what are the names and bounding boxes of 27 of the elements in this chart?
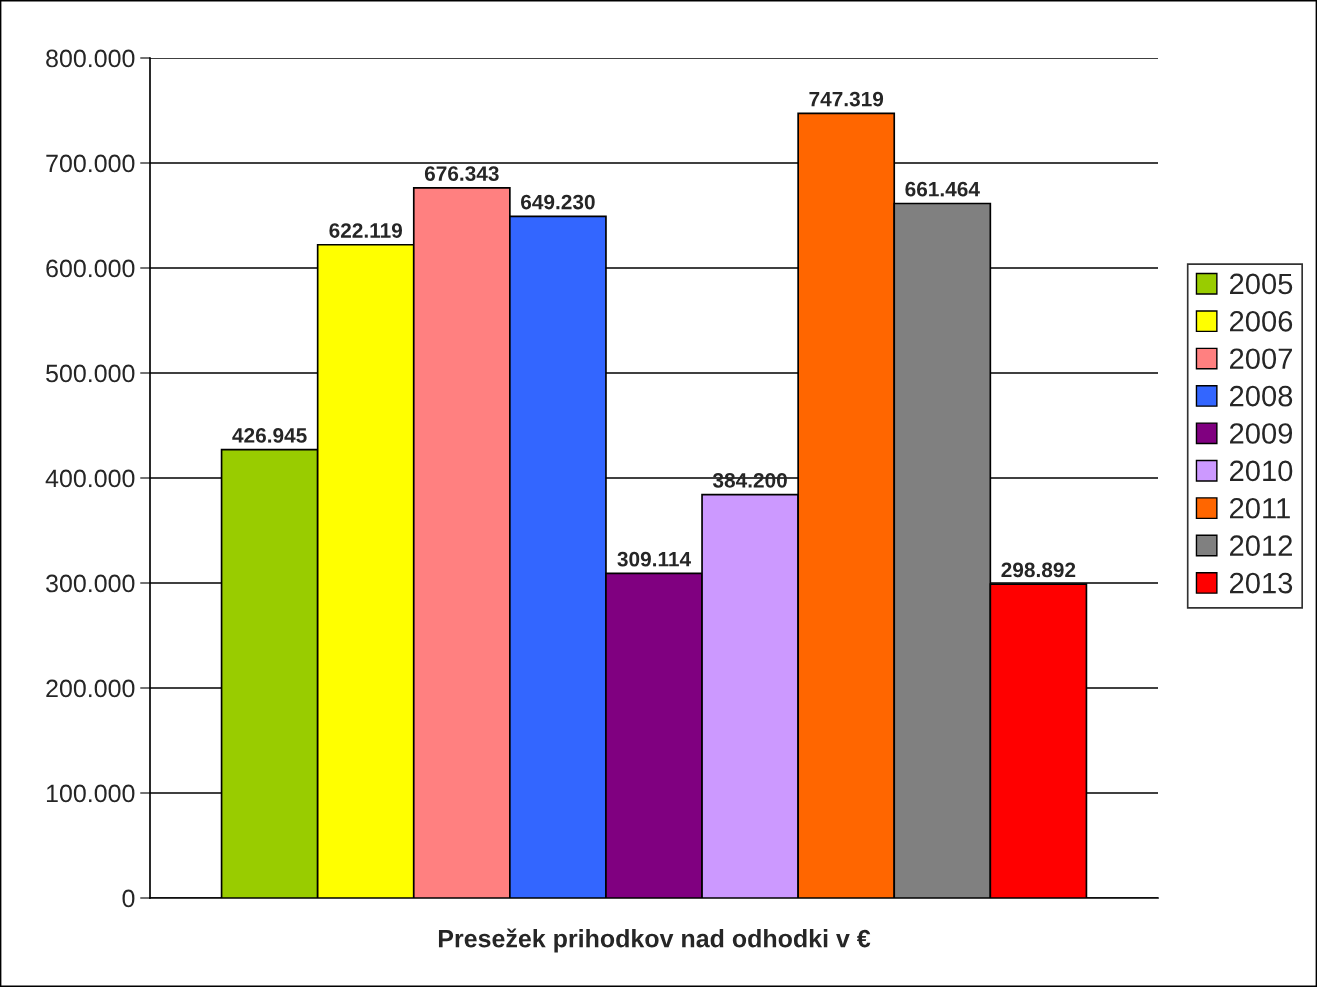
legend-label: 2008: [1230, 385, 1293, 407]
legend-label: 2011: [1230, 497, 1290, 519]
data-label: 747.319: [809, 91, 884, 107]
data-label: 661.464: [905, 181, 980, 197]
legend-label: 2012: [1230, 535, 1292, 557]
legend-label: 2013: [1230, 572, 1293, 594]
data-label: 309.114: [617, 551, 691, 567]
y-tick-label: 700.000: [46, 154, 135, 173]
y-tick-label: 200.000: [46, 679, 135, 698]
y-tick-label: 500.000: [46, 364, 135, 383]
y-tick-label: 100.000: [46, 784, 135, 803]
data-label: 426.945: [232, 428, 307, 443]
y-tick-label: 300.000: [46, 574, 135, 593]
x-tick-label: Presežek prihodkov nad odhodki v €: [438, 928, 871, 953]
data-label: 298.892: [1001, 562, 1076, 578]
data-label: 649.230: [521, 194, 595, 210]
legend-label: 2010: [1230, 460, 1293, 482]
y-tick-label: 600.000: [46, 259, 135, 278]
legend-label: 2005: [1230, 273, 1293, 295]
legend-label: 2007: [1230, 348, 1292, 370]
y-tick-label: 800.000: [46, 49, 135, 68]
legend-label: 2006: [1230, 310, 1293, 332]
data-label: 622.119: [329, 223, 403, 238]
y-tick-label: 0: [122, 889, 135, 908]
legend-label: 2009: [1230, 423, 1293, 444]
y-tick-label: 400.000: [45, 469, 135, 488]
data-label: 676.343: [424, 166, 499, 181]
